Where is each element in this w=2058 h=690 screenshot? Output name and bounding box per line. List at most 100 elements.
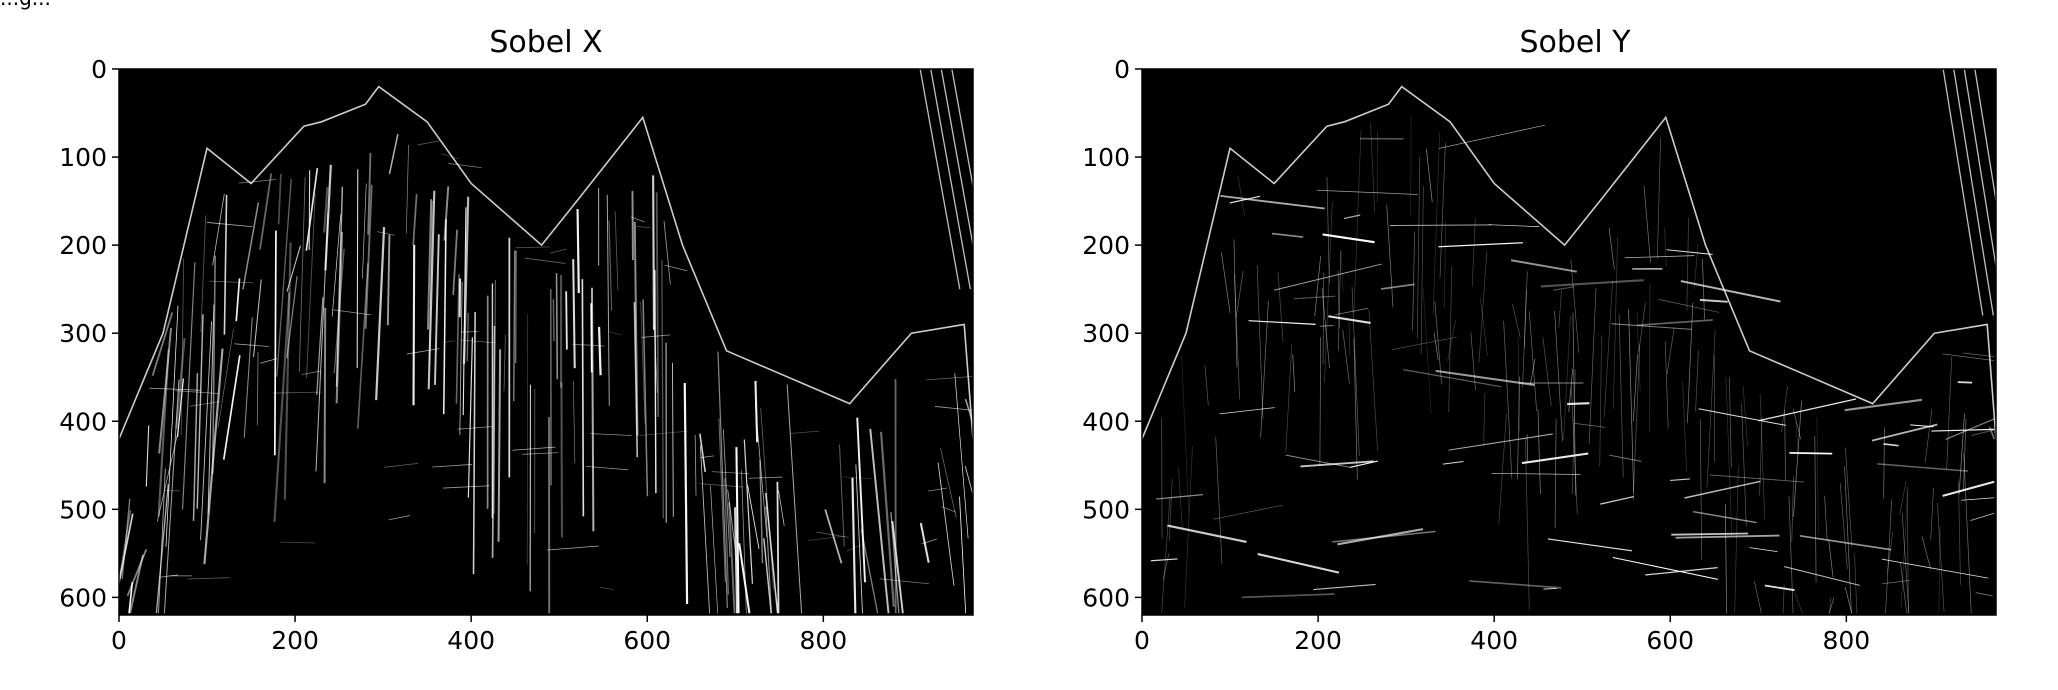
edge-stroke bbox=[1571, 386, 1578, 514]
edge-stroke bbox=[1337, 528, 1424, 546]
edge-stroke bbox=[1326, 176, 1330, 284]
edge-stroke bbox=[1547, 538, 1633, 552]
edge-stroke bbox=[891, 521, 904, 614]
edge-stroke bbox=[1957, 381, 1973, 384]
edge-stroke bbox=[1480, 298, 1488, 356]
image-area bbox=[1142, 69, 1996, 615]
edge-stroke bbox=[273, 230, 277, 456]
edge-stroke bbox=[1942, 353, 1995, 361]
edge-stroke bbox=[1248, 320, 1316, 325]
edge-stroke bbox=[1237, 175, 1245, 216]
edge-stroke bbox=[113, 509, 132, 614]
edge-stroke bbox=[1883, 427, 1885, 499]
edge-stroke bbox=[940, 68, 982, 290]
edge-stroke bbox=[614, 211, 619, 291]
edge-stroke bbox=[1887, 532, 1894, 573]
edge-stroke bbox=[655, 192, 660, 417]
edge-stroke bbox=[472, 311, 476, 575]
edge-stroke bbox=[375, 227, 386, 401]
edge-stroke bbox=[1517, 336, 1520, 432]
edge-stroke bbox=[443, 485, 490, 489]
edge-stroke bbox=[1478, 251, 1488, 363]
edge-stroke bbox=[1946, 357, 1953, 470]
edge-stroke bbox=[515, 246, 550, 249]
edge-stroke bbox=[1353, 129, 1362, 314]
edge-stroke bbox=[1150, 558, 1178, 562]
edge-stroke bbox=[1553, 286, 1575, 291]
edge-stroke bbox=[1828, 597, 1835, 614]
edge-stroke bbox=[459, 282, 463, 435]
edge-stroke bbox=[1448, 433, 1553, 451]
edge-stroke bbox=[1420, 186, 1424, 355]
roofline-edge bbox=[1141, 85, 1997, 440]
edge-stroke bbox=[1829, 597, 1832, 614]
edge-stroke bbox=[1522, 271, 1528, 388]
edge-stroke bbox=[155, 484, 169, 614]
edge-stroke bbox=[879, 578, 929, 585]
edge-stroke bbox=[789, 430, 820, 434]
edge-stroke bbox=[776, 481, 780, 614]
edge-stroke bbox=[1412, 231, 1416, 331]
edge-stroke bbox=[1447, 319, 1457, 362]
edge-stroke bbox=[1618, 314, 1624, 478]
edge-stroke bbox=[1219, 407, 1275, 415]
edge-stroke bbox=[760, 408, 774, 590]
edge-stroke bbox=[710, 485, 718, 614]
edge-stroke bbox=[599, 586, 614, 590]
edge-stroke bbox=[1784, 409, 1786, 481]
edge-stroke bbox=[286, 245, 301, 292]
edge-stroke bbox=[1728, 377, 1732, 468]
edge-stroke bbox=[441, 153, 460, 160]
edge-stroke bbox=[238, 179, 277, 184]
edge-stroke bbox=[222, 355, 241, 460]
edge-stroke bbox=[192, 373, 199, 521]
edge-stroke bbox=[443, 340, 455, 344]
edge-stroke bbox=[1335, 307, 1369, 316]
edge-stroke bbox=[1814, 435, 1817, 583]
edge-stroke bbox=[211, 255, 216, 474]
edge-stroke bbox=[1526, 434, 1528, 463]
edge-stroke bbox=[1824, 495, 1828, 541]
edge-stroke bbox=[1498, 413, 1507, 524]
edge-stroke bbox=[1603, 280, 1613, 418]
edge-stroke bbox=[1725, 504, 1727, 614]
edge-stroke bbox=[1570, 259, 1580, 353]
edge-stroke bbox=[1795, 420, 1799, 456]
edge-stroke bbox=[549, 248, 567, 254]
edge-stroke bbox=[332, 309, 372, 316]
edge-stroke bbox=[661, 260, 664, 519]
edge-stroke bbox=[1221, 252, 1231, 314]
edge-stroke bbox=[1567, 402, 1590, 406]
edge-stroke bbox=[1572, 369, 1576, 494]
edge-stroke bbox=[1353, 338, 1358, 480]
edge-stroke bbox=[1241, 593, 1335, 599]
edge-stroke bbox=[280, 541, 316, 544]
edge-stroke bbox=[860, 529, 879, 614]
edge-stroke bbox=[1319, 337, 1322, 467]
edge-stroke bbox=[1612, 556, 1719, 580]
y-tick-label: 100 bbox=[1082, 143, 1130, 172]
edge-stroke bbox=[1285, 343, 1293, 453]
edge-stroke bbox=[467, 337, 474, 498]
edge-stroke bbox=[200, 321, 212, 540]
edge-stroke bbox=[633, 302, 639, 458]
edge-stroke bbox=[1645, 566, 1718, 576]
edge-stroke bbox=[1470, 332, 1476, 391]
edge-stroke bbox=[733, 507, 739, 614]
edge-stroke bbox=[816, 531, 849, 538]
edge-stroke bbox=[1322, 233, 1375, 244]
edge-stroke bbox=[1671, 532, 1749, 536]
edge-stroke bbox=[1293, 295, 1336, 300]
y-tick-label: 200 bbox=[59, 231, 107, 260]
edge-stroke bbox=[1682, 381, 1687, 471]
edge-stroke bbox=[242, 202, 260, 290]
edge-stroke bbox=[738, 543, 751, 614]
edge-stroke bbox=[1781, 385, 1788, 433]
edge-stroke bbox=[743, 439, 754, 584]
y-tick-label: 600 bbox=[59, 583, 107, 612]
edge-stroke bbox=[460, 339, 496, 344]
edge-stroke bbox=[663, 220, 671, 285]
edge-stroke bbox=[1343, 214, 1361, 220]
edge-stroke bbox=[1845, 447, 1853, 548]
edge-stroke bbox=[1271, 232, 1304, 238]
